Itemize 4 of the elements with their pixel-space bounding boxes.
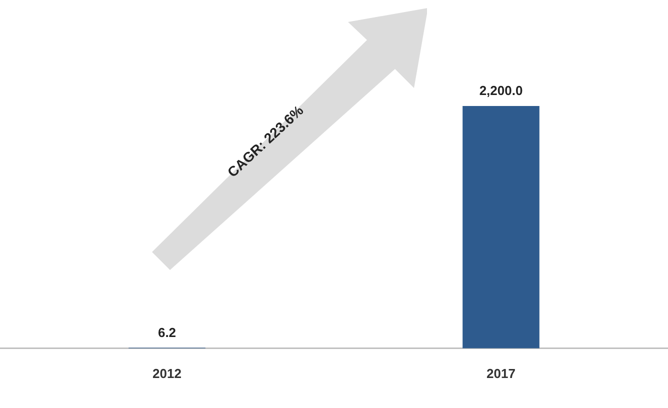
x-tick-label: 2017 [486,366,516,381]
data-label: 2,200.0 [479,83,523,98]
x-tick-label: 2012 [152,366,182,381]
data-label: 6.2 [158,324,176,340]
